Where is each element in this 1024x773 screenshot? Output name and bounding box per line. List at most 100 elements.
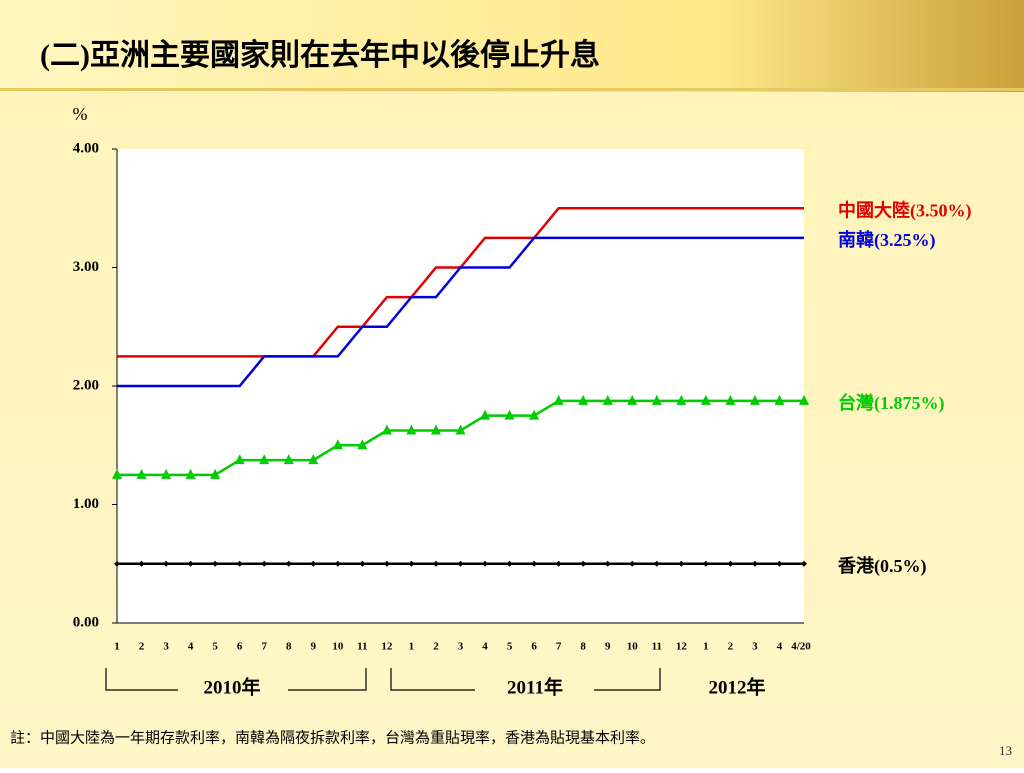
marker [776,560,783,567]
x-tick-label: 10 [332,641,344,653]
slide-title: (二)亞洲主要國家則在去年中以後停止升息 [40,38,600,72]
x-tick-label: 11 [357,641,367,653]
marker [432,560,439,567]
x-tick-label: 6 [237,641,243,653]
y-axis-label: % [73,104,88,124]
marker [408,560,415,567]
x-tick-label: 3 [752,641,758,653]
page-number: 13 [999,743,1012,758]
bracket [105,668,178,691]
marker [774,394,785,405]
marker [114,560,120,567]
marker [602,394,613,405]
series-label: 香港(0.5%) [837,556,927,577]
marker [457,560,464,567]
x-tick-label: 5 [212,641,218,653]
x-tick-label: 12 [676,641,688,653]
series-label: 南韓(3.25%) [838,229,936,251]
marker [676,394,687,405]
marker [112,468,122,479]
bracket [594,668,661,691]
x-tick-label: 3 [163,641,169,653]
x-tick-label: 2 [433,641,439,653]
marker [702,560,709,567]
x-tick-label: 4/20 [791,641,811,653]
x-tick-label: 1 [703,641,709,653]
year-label: 2011年 [507,675,563,698]
x-tick-label: 8 [286,641,292,653]
marker [455,424,466,435]
marker [185,468,196,479]
header-band [0,0,1024,92]
x-tick-label: 10 [627,641,639,653]
x-tick-label: 4 [482,641,488,653]
marker [332,439,343,450]
marker [751,560,758,567]
marker [482,560,489,567]
marker [678,560,685,567]
x-tick-label: 1 [409,641,415,653]
marker [580,560,587,567]
y-tick-label: 1.00 [73,496,99,512]
marker [480,409,491,420]
marker [749,394,760,405]
marker [383,560,390,567]
marker [629,560,636,567]
bracket [288,668,367,691]
marker [801,560,807,567]
marker [138,560,145,567]
marker [161,468,172,479]
marker [627,394,638,405]
y-tick-label: 0.00 [73,614,99,630]
x-tick-label: 6 [531,641,537,653]
marker [725,394,736,405]
series-label: 中國大陸(3.50%) [838,199,972,221]
marker [357,439,368,450]
marker [531,560,538,567]
marker [381,424,392,435]
marker [212,560,219,567]
marker [506,560,513,567]
marker [604,560,611,567]
year-label: 2010年 [203,675,260,698]
marker [261,560,268,567]
marker [310,560,317,567]
marker [553,394,564,405]
year-label: 2012年 [708,675,765,698]
marker [651,394,662,405]
y-tick-label: 2.00 [73,377,99,393]
y-tick-label: 4.00 [73,140,99,156]
marker [727,560,734,567]
marker [308,454,319,465]
header-rule [0,88,1024,91]
marker [187,560,194,567]
marker [285,560,292,567]
marker [430,424,441,435]
x-tick-label: 1 [114,641,120,653]
x-tick-label: 12 [381,641,393,653]
marker [700,394,711,405]
x-tick-label: 9 [311,641,317,653]
x-tick-label: 11 [652,641,662,653]
bracket [390,668,475,691]
x-tick-label: 2 [139,641,145,653]
marker [334,560,341,567]
marker [236,560,243,567]
x-tick-label: 4 [777,641,783,653]
marker [283,454,294,465]
marker [529,409,540,420]
marker [406,424,417,435]
marker [359,560,366,567]
year-brackets [105,668,661,691]
x-tick-label: 3 [458,641,464,653]
marker [210,468,221,479]
series-line [117,236,804,388]
marker [799,394,809,405]
marker [504,409,515,420]
y-tick-label: 3.00 [73,259,99,275]
x-tick-label: 2 [728,641,734,653]
marker [259,454,270,465]
x-tick-label: 9 [605,641,611,653]
marker [578,394,589,405]
